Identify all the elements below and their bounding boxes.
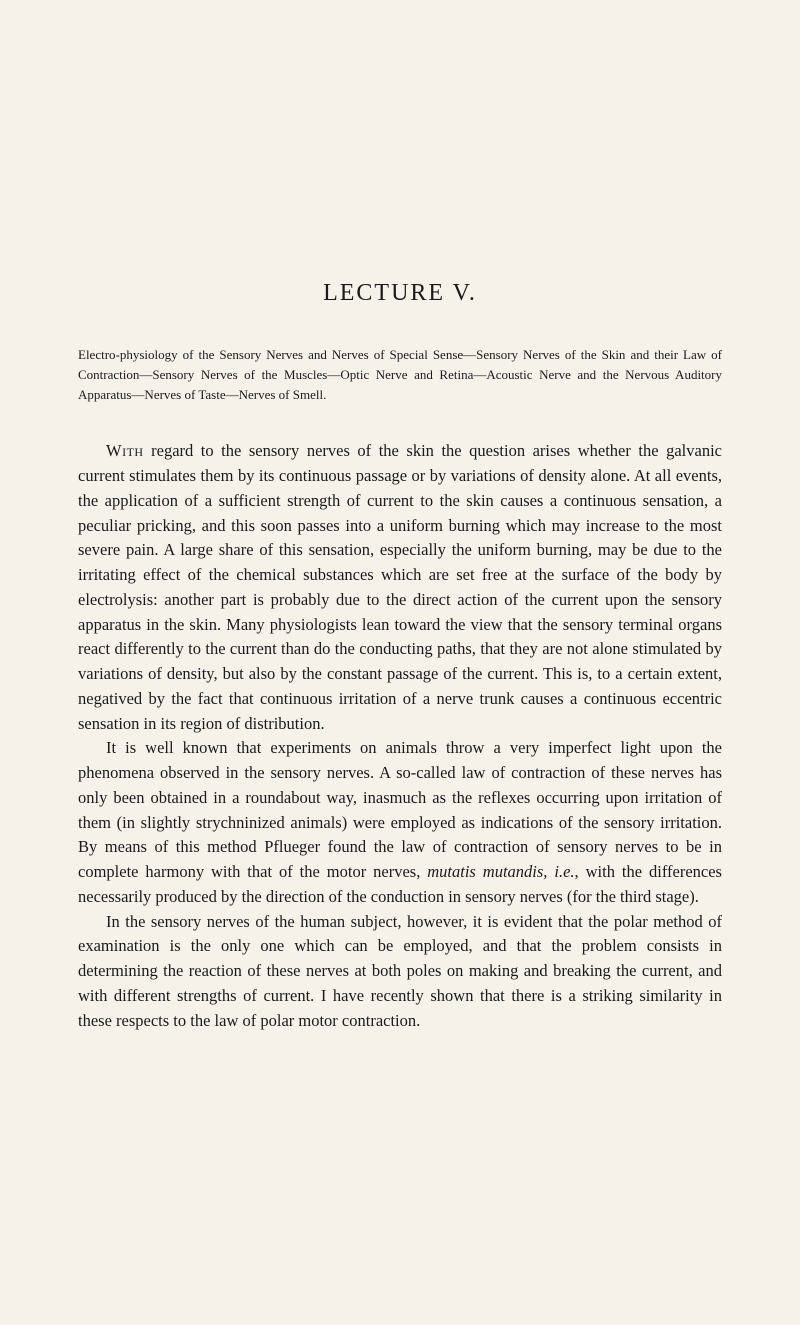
paragraph-1: With regard to the sensory nerves of the… [78, 439, 722, 736]
paragraph-2-start: It is well known that experiments on ani… [78, 738, 722, 881]
paragraph-2-italic: mutatis mutandis, i.e. [427, 862, 574, 881]
paragraph-2: It is well known that experiments on ani… [78, 736, 722, 909]
lecture-title: LECTURE V. [78, 280, 722, 307]
body-text: With regard to the sensory nerves of the… [78, 439, 722, 1033]
paragraph-1-lead: With [106, 441, 144, 460]
paragraph-3: In the sensory nerves of the human subje… [78, 910, 722, 1034]
subtitle-text: Electro-physiology of the Sensory Nerves… [78, 345, 722, 405]
page-content: LECTURE V. Electro-physiology of the Sen… [0, 0, 800, 1093]
paragraph-1-rest: regard to the sensory nerves of the skin… [78, 441, 722, 732]
